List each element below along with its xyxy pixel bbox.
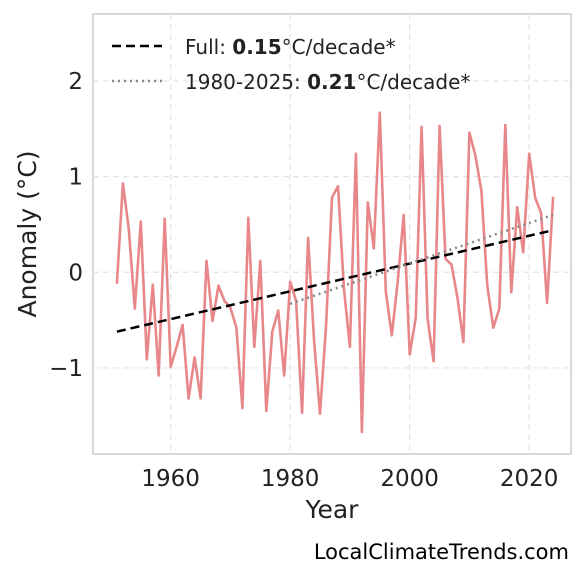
x-tick-label: 1960 xyxy=(141,466,200,492)
series-line-solid xyxy=(115,111,555,434)
legend-entry-recent: 1980-2025: 0.21°C/decade* xyxy=(185,70,470,94)
y-axis-label: Anomaly (°C) xyxy=(13,150,42,317)
plot-area xyxy=(92,13,572,455)
x-tick-labels: 1960 1980 2000 2020 xyxy=(141,466,558,492)
y-tick-label: −1 xyxy=(49,356,83,382)
legend-entry-full: Full: 0.15°C/decade* xyxy=(185,35,396,59)
watermark: LocalClimateTrends.com xyxy=(313,540,569,564)
legend-prefix-full: Full: xyxy=(185,35,232,59)
y-tick-label: 2 xyxy=(68,69,83,95)
series-line-dashed xyxy=(116,228,554,333)
x-axis-label: Year xyxy=(305,495,360,524)
legend: Full: 0.15°C/decade* 1980-2025: 0.21°C/d… xyxy=(112,35,470,94)
legend-value-full: 0.15 xyxy=(232,35,281,59)
series-line-dotted xyxy=(289,213,554,305)
grid xyxy=(93,14,571,454)
legend-value-recent: 0.21 xyxy=(307,70,356,94)
chart: 1960 1980 2000 2020 −1 0 1 2 Year Anomaly (°C)… xyxy=(13,13,572,524)
legend-suffix-full: °C/decade* xyxy=(282,35,396,59)
x-tick-label: 1980 xyxy=(261,466,320,492)
legend-prefix-recent: 1980-2025: xyxy=(185,70,307,94)
y-tick-label: 0 xyxy=(68,260,83,286)
y-tick-label: 1 xyxy=(68,165,83,191)
x-tick-label: 2020 xyxy=(500,466,559,492)
series-lines xyxy=(115,111,555,434)
x-tick-label: 2000 xyxy=(380,466,439,492)
y-tick-labels: −1 0 1 2 xyxy=(49,69,83,382)
legend-suffix-recent: °C/decade* xyxy=(356,70,470,94)
